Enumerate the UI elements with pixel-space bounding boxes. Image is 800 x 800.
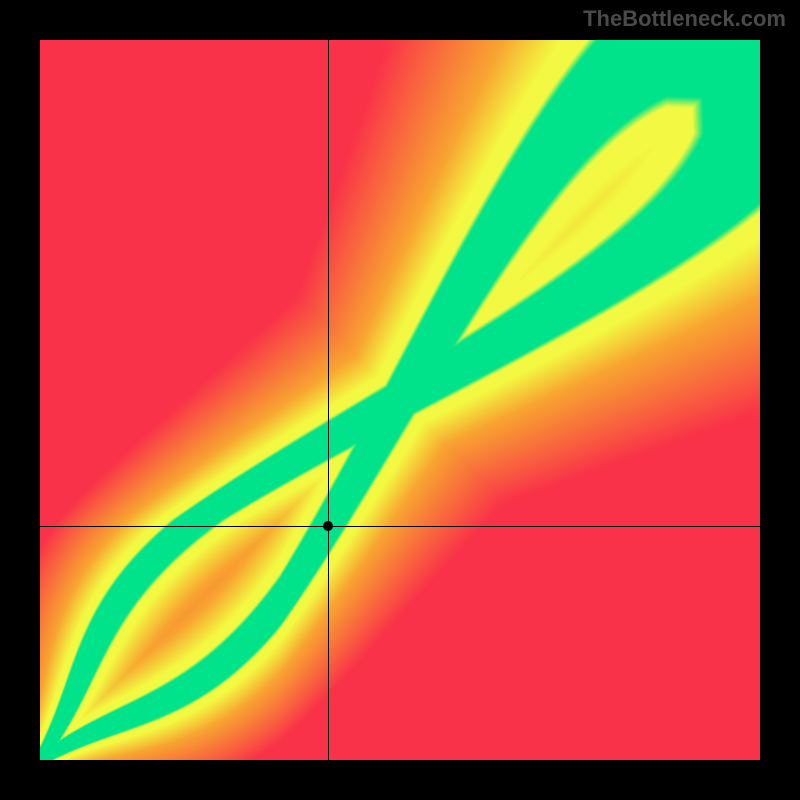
heatmap-canvas (40, 40, 760, 760)
crosshair-marker (323, 521, 333, 531)
crosshair-vertical (328, 40, 329, 760)
plot-area (40, 40, 760, 760)
crosshair-horizontal (40, 526, 760, 527)
chart-container: TheBottleneck.com (0, 0, 800, 800)
watermark-text: TheBottleneck.com (583, 6, 786, 32)
